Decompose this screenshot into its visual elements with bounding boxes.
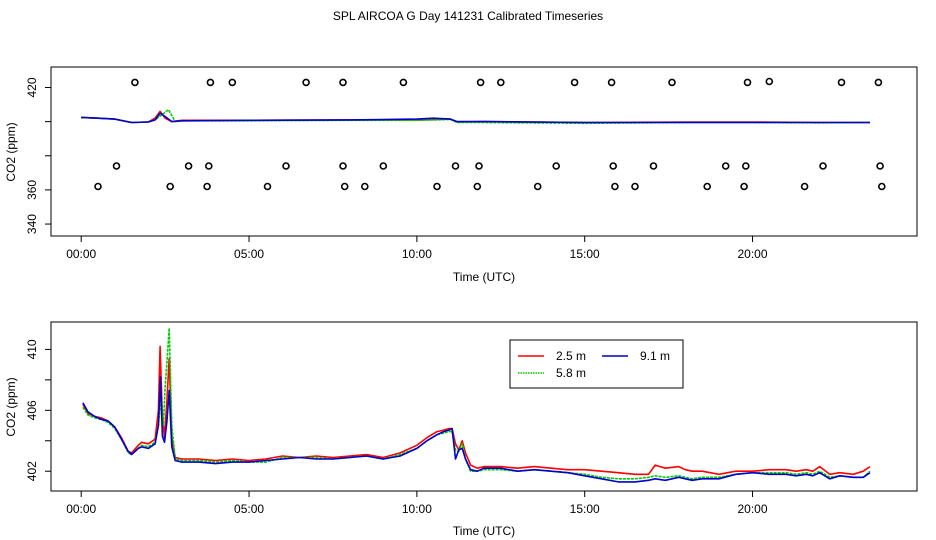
x-tick-label: 05:00 [234,247,264,261]
sample-marker [302,78,310,87]
legend-label-5-8m: 5.8 m [556,366,586,380]
sample-marker [433,182,441,191]
sample-marker [166,182,174,191]
sample-marker [205,162,213,170]
sample-marker [451,162,460,170]
bottom-panel: 00:00 05:00 10:00 15:00 20:00 402 406 410 Time… [4,321,918,538]
sample-marker [263,182,272,191]
sample-marker [475,162,483,170]
sample-marker [533,182,542,191]
sample-marker [740,182,748,191]
sample-marker [552,162,561,170]
sample-marker [877,182,886,191]
top-series [81,108,871,125]
sample-marker [282,162,290,170]
bottom-x-axis-label: Time (UTC) [453,524,515,538]
bottom-y-axis: 402 406 410 [25,339,51,481]
sample-marker [649,162,658,170]
series-line-5-8-m [82,327,871,480]
bottom-y-axis-label: CO2 (ppm) [4,377,18,436]
series-line-9-1-m [81,112,870,124]
top-panel: 00:00 05:00 10:00 15:00 20:00 340 360 420 Time… [4,66,918,284]
sample-marker [360,182,369,191]
sample-marker [473,182,482,191]
top-x-axis: 00:00 05:00 10:00 15:00 20:00 [66,236,768,261]
sample-marker [112,162,121,170]
x-tick-label: 00:00 [66,502,96,516]
x-tick-label: 15:00 [570,247,600,261]
sample-marker [631,182,639,191]
sample-marker [721,162,730,170]
sample-marker [607,78,616,87]
sample-marker [876,162,884,170]
legend-label-9-1m: 9.1 m [640,349,670,363]
page-title: SPL AIRCOA G Day 141231 Calibrated Times… [332,9,604,23]
sample-marker [837,78,846,87]
y-tick-label: 410 [25,339,39,359]
sample-marker [496,78,505,87]
sample-marker [741,162,750,170]
sample-marker [340,182,349,191]
top-y-axis-label: CO2 (ppm) [4,122,18,181]
sample-marker [476,78,485,87]
top-plot-frame [50,66,918,237]
sample-marker [399,78,408,87]
sample-marker [874,78,883,87]
legend-label-2-5m: 2.5 m [556,349,586,363]
sample-marker [609,162,618,170]
x-tick-label: 05:00 [234,502,264,516]
sample-marker [379,162,388,170]
sample-marker [206,78,215,87]
series-line-2-5-m [82,345,871,476]
bottom-x-axis: 00:00 05:00 10:00 15:00 20:00 [66,491,768,516]
x-tick-label: 00:00 [66,247,96,261]
bottom-series [82,327,871,483]
legend-box [509,339,684,389]
sample-marker [703,182,712,191]
y-tick-label: 420 [25,77,39,97]
bottom-plot-frame [50,321,918,492]
x-tick-label: 10:00 [402,502,432,516]
sample-marker [339,162,347,170]
sample-marker [819,162,827,170]
series-line-9-1-m [82,375,871,483]
x-tick-label: 15:00 [570,502,600,516]
sample-marker [184,162,193,170]
sample-marker [743,78,752,87]
x-tick-label: 10:00 [402,247,432,261]
y-tick-label: 402 [25,461,39,481]
top-markers [94,77,886,191]
sample-marker [668,78,676,87]
top-x-axis-label: Time (UTC) [453,270,515,284]
sample-marker [94,182,102,191]
y-tick-label: 406 [25,400,39,420]
x-tick-label: 20:00 [738,502,768,516]
sample-marker [339,78,347,87]
sample-marker [765,77,774,86]
legend: 2.5 m 9.1 m 5.8 m [509,339,684,389]
top-y-axis: 340 360 420 [25,77,51,234]
y-tick-label: 340 [25,214,39,234]
sample-marker [203,182,211,191]
sample-marker [800,182,809,191]
sample-marker [611,182,619,191]
x-tick-label: 20:00 [738,247,768,261]
sample-marker [570,78,579,87]
y-tick-label: 360 [25,180,39,200]
sample-marker [228,78,237,87]
sample-marker [131,78,139,87]
